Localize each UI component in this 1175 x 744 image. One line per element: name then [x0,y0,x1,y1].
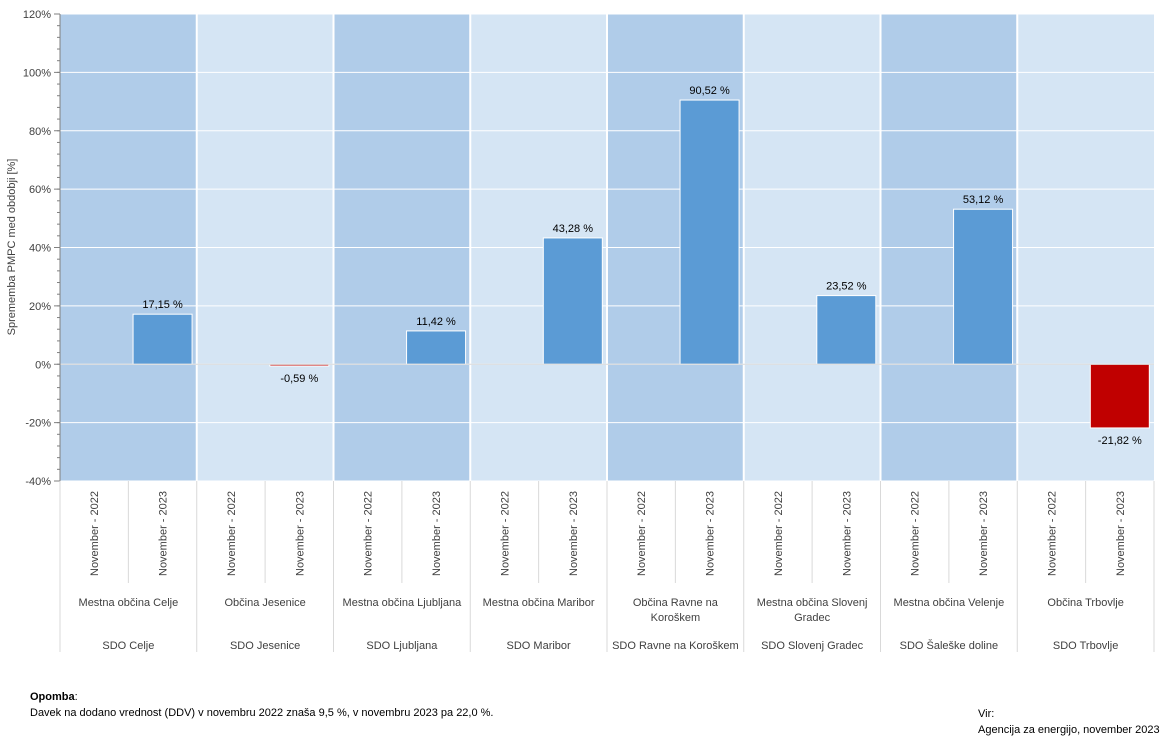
period-label: November - 2022 [363,491,375,576]
bar [953,208,1014,365]
data-label: 17,15 % [142,299,183,311]
period-label: November - 2022 [773,491,785,576]
y-axis-label: Sprememba PMPC med obdobji [%] [6,159,18,336]
data-label: 53,12 % [963,194,1004,206]
municipality-label: Mestna občina Ljubljana [343,597,463,609]
municipality-label: Gradec [794,612,831,624]
bars [132,99,1150,429]
period-label: November - 2022 [226,491,238,576]
municipality-label: Koroškem [651,612,701,624]
municipality-label: Mestna občina Maribor [483,597,595,609]
period-label: November - 2023 [978,491,990,576]
bar [679,99,740,365]
y-tick-label: 40% [29,243,51,255]
y-tick-label: -20% [25,418,51,430]
data-label: -21,82 % [1098,435,1142,447]
period-label: November - 2023 [158,491,170,576]
y-tick-label: 60% [29,184,51,196]
y-tick-label: -40% [25,476,51,488]
bar [1089,363,1150,429]
y-tick-label: 100% [23,67,51,79]
source: Vir: Agencija za energijo, november 2023 [978,706,1160,738]
municipality-label: Občina Ravne na [633,597,719,609]
note: Opomba: Davek na dodano vrednost (DDV) v… [30,691,494,719]
municipality-label: Mestna občina Slovenj [757,597,868,609]
sdo-label: SDO Šaleške doline [900,639,998,652]
source-label: Vir: [978,708,995,720]
sdo-label: SDO Maribor [507,640,572,652]
period-label: November - 2023 [1115,491,1127,576]
data-labels: 17,15 % -0,59 % 11,42 % 43,28 % 90,52 % 23,52… [142,85,1142,447]
sdo-label: SDO Jesenice [230,640,300,652]
axes: -40% -20% 0% 20% 40% 60% 80% 100% 120% November -… [23,9,1155,652]
sdo-label: SDO Ljubljana [366,640,438,652]
data-label: 23,52 % [826,281,867,293]
sdo-label: SDO Ravne na Koroškem [612,640,739,652]
data-label: 11,42 % [416,316,456,328]
note-title: Opomba [30,691,75,703]
municipality-label: Mestna občina Velenje [894,597,1005,609]
municipality-label: Občina Trbovlje [1047,597,1123,609]
bar [132,313,193,365]
period-label: November - 2023 [705,491,717,576]
period-label: November - 2022 [499,491,511,576]
period-label: November - 2022 [89,491,101,576]
bar [542,237,603,365]
source-text: Agencija za energijo, november 2023 [978,724,1160,736]
y-tick-label: 0% [35,359,51,371]
y-tick-label: 20% [29,301,51,313]
period-label: November - 2022 [636,491,648,576]
period-label: November - 2023 [568,491,580,576]
bar [816,295,877,365]
sdo-label: SDO Trbovlje [1053,640,1118,652]
y-tick-label: 120% [23,9,51,21]
data-label: 43,28 % [553,223,594,235]
note-text: Davek na dodano vrednost (DDV) v novembr… [30,707,494,719]
sdo-label: SDO Slovenj Gradec [761,640,864,652]
period-label: November - 2023 [431,491,443,576]
data-label: 90,52 % [689,85,730,97]
bar [406,330,467,365]
period-label: November - 2023 [294,491,306,576]
municipality-label: Mestna občina Celje [79,597,179,609]
period-label: November - 2023 [841,491,853,576]
bar-chart: 17,15 % -0,59 % 11,42 % 43,28 % 90,52 % 23,52… [6,9,1155,652]
data-label: -0,59 % [280,373,318,385]
period-label: November - 2022 [910,491,922,576]
y-tick-label: 80% [29,126,51,138]
sdo-label: SDO Celje [102,640,154,652]
municipality-label: Občina Jesenice [224,597,305,609]
period-label: November - 2022 [1046,491,1058,576]
